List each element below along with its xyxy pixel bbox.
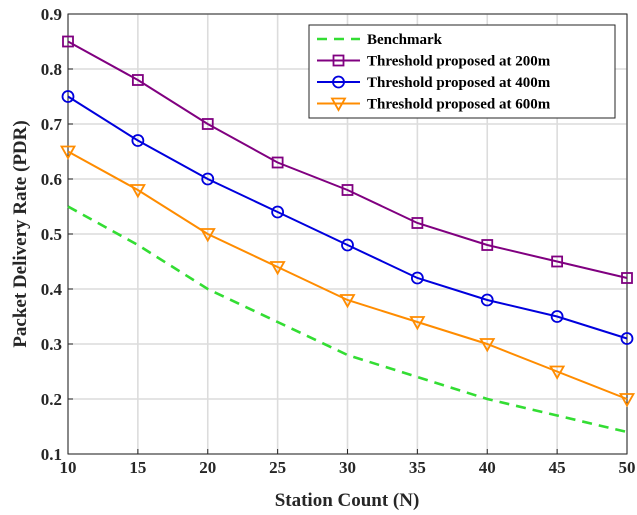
legend-marker — [332, 75, 345, 89]
y-tick-label: 0.3 — [41, 335, 62, 354]
series-line — [67, 205, 628, 434]
series-4 — [59, 145, 636, 408]
data-point — [201, 172, 215, 186]
x-tick-label: 30 — [339, 458, 356, 477]
y-tick-label: 0.5 — [41, 225, 62, 244]
legend-label: Threshold proposed at 400m — [367, 75, 551, 91]
data-point — [620, 332, 634, 345]
series-line — [67, 95, 628, 340]
data-point — [271, 205, 285, 219]
data-point — [59, 145, 77, 160]
y-tick-label: 0.2 — [41, 390, 62, 409]
series-1 — [67, 205, 628, 434]
data-point — [480, 293, 494, 307]
data-point — [131, 134, 145, 147]
legend-entry: Threshold proposed at 600m — [317, 97, 551, 113]
x-tick-label: 25 — [269, 458, 286, 477]
x-tick-label: 45 — [549, 458, 566, 477]
x-tick-label: 10 — [60, 458, 77, 477]
legend-marker — [330, 97, 347, 112]
legend-entry: Threshold proposed at 200m — [317, 54, 551, 70]
data-point — [341, 184, 354, 196]
data-point — [339, 294, 356, 309]
legend-label: Threshold proposed at 200m — [367, 54, 551, 70]
x-axis-label: Station Count (N) — [275, 490, 420, 511]
x-tick-label: 50 — [619, 458, 636, 477]
data-point — [549, 365, 566, 380]
y-tick-label: 0.8 — [41, 60, 62, 79]
data-point — [550, 310, 564, 323]
data-point — [410, 271, 424, 285]
x-tick-label: 15 — [129, 458, 146, 477]
data-point — [61, 90, 75, 103]
legend: Benchmark Threshold proposed at 200m Thres… — [308, 24, 616, 119]
y-axis-label: Packet Delivery Rate (PDR) — [10, 120, 31, 347]
data-point — [129, 184, 146, 199]
data-point — [131, 74, 144, 86]
series-group — [59, 35, 636, 434]
series-3 — [61, 90, 634, 345]
data-point — [199, 228, 216, 243]
data-point — [409, 316, 426, 331]
y-tick-label: 0.1 — [41, 445, 62, 464]
y-tick-label: 0.7 — [41, 115, 63, 134]
data-point — [479, 338, 496, 353]
x-tick-label: 40 — [479, 458, 496, 477]
series-line — [67, 150, 628, 400]
data-point — [269, 261, 286, 276]
data-point — [551, 255, 564, 268]
data-point — [481, 239, 494, 251]
axis-ticks: 10 15 20 25 30 35 40 45 50 0.1 0.2 0.3 0.4 0.5 0.6 0.7 0… — [41, 5, 636, 477]
data-point — [62, 35, 74, 48]
legend-entry: Threshold proposed at 400m — [317, 75, 551, 91]
legend-marker — [332, 54, 345, 67]
legend-label: Threshold proposed at 600m — [367, 97, 551, 113]
y-tick-label: 0.6 — [41, 170, 62, 189]
data-point — [621, 272, 633, 284]
data-point — [271, 156, 284, 169]
data-point — [341, 238, 354, 252]
data-point — [201, 118, 214, 130]
x-tick-label: 35 — [409, 458, 426, 477]
y-tick-label: 0.9 — [41, 5, 62, 24]
x-tick-label: 20 — [199, 458, 216, 477]
legend-entry: Benchmark — [317, 32, 443, 48]
series-line — [67, 40, 628, 279]
data-point — [411, 217, 424, 229]
data-point — [618, 393, 636, 408]
legend-label: Benchmark — [367, 32, 443, 48]
series-2 — [62, 35, 633, 284]
y-tick-label: 0.4 — [41, 280, 63, 299]
